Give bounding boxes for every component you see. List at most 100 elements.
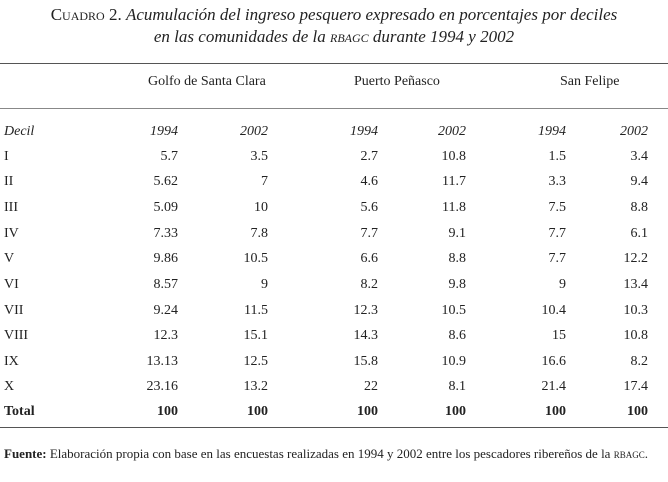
table-row: VIII 12.3 15.1 14.3 8.6 15 10.8 bbox=[0, 328, 668, 348]
cell-value: 8.2 bbox=[360, 277, 379, 292]
cell-value: 6.6 bbox=[360, 251, 379, 266]
decil-label: IV bbox=[4, 226, 19, 241]
cell-value: 12.5 bbox=[243, 354, 269, 369]
total-value: 100 bbox=[157, 404, 178, 419]
cell-value: 8.57 bbox=[153, 277, 179, 292]
cell-value: 10.4 bbox=[541, 303, 567, 318]
cell-value: 8.8 bbox=[448, 251, 467, 266]
table-row: IX 13.13 12.5 15.8 10.9 16.6 8.2 bbox=[0, 354, 668, 374]
cell-value: 5.7 bbox=[160, 149, 179, 164]
cell-value: 4.6 bbox=[360, 174, 379, 189]
table-row: VII 9.24 11.5 12.3 10.5 10.4 10.3 bbox=[0, 303, 668, 323]
table-row: I 5.7 3.5 2.7 10.8 1.5 3.4 bbox=[0, 149, 668, 169]
cell-value: 9.4 bbox=[630, 174, 649, 189]
cell-value: 15.1 bbox=[243, 328, 269, 343]
cell-value: 12.2 bbox=[623, 251, 649, 266]
cell-value: 10 bbox=[254, 200, 268, 215]
cell-value: 9.24 bbox=[153, 303, 179, 318]
cell-value: 8.6 bbox=[448, 328, 467, 343]
decil-label: VII bbox=[4, 303, 24, 318]
cell-value: 10.5 bbox=[243, 251, 269, 266]
decil-label: V bbox=[4, 251, 15, 266]
cell-value: 10.8 bbox=[623, 328, 649, 343]
cell-value: 7.33 bbox=[153, 226, 179, 241]
cell-value: 9 bbox=[261, 277, 268, 292]
cell-value: 10.3 bbox=[623, 303, 649, 318]
source-abbreviation: rbagc bbox=[613, 446, 645, 461]
cell-value: 12.3 bbox=[153, 328, 179, 343]
cell-value: 21.4 bbox=[541, 379, 567, 394]
bottom-rule bbox=[0, 427, 668, 428]
cell-value: 3.5 bbox=[250, 149, 269, 164]
cell-value: 16.6 bbox=[541, 354, 567, 369]
cell-value: 3.4 bbox=[630, 149, 649, 164]
cell-value: 5.09 bbox=[153, 200, 179, 215]
cell-value: 7.8 bbox=[250, 226, 269, 241]
cell-value: 11.8 bbox=[442, 200, 466, 215]
cell-value: 9 bbox=[559, 277, 566, 292]
cell-value: 7.7 bbox=[360, 226, 379, 241]
year-header: 2002 bbox=[438, 124, 466, 139]
source-note: Fuente: Elaboración propia con base en l… bbox=[4, 445, 664, 463]
cell-value: 23.16 bbox=[146, 379, 179, 394]
source-text: Elaboración propia con base en las encue… bbox=[49, 446, 611, 461]
cell-value: 9.1 bbox=[448, 226, 467, 241]
cell-value: 22 bbox=[364, 379, 378, 394]
year-header: 2002 bbox=[620, 124, 648, 139]
title-abbreviation: rbagc bbox=[330, 27, 369, 46]
decil-label: VI bbox=[4, 277, 19, 292]
year-header: 1994 bbox=[538, 124, 566, 139]
cell-value: 14.3 bbox=[353, 328, 379, 343]
group-puerto-penasco: Puerto Peñasco bbox=[354, 74, 440, 89]
cell-value: 6.1 bbox=[630, 226, 649, 241]
year-header-row: Decil 1994 2002 1994 2002 1994 2002 bbox=[0, 124, 668, 144]
cell-value: 7 bbox=[261, 174, 268, 189]
decil-label: I bbox=[4, 149, 9, 164]
title-line-2-end: durante 1994 y 2002 bbox=[372, 27, 515, 46]
cell-value: 1.5 bbox=[548, 149, 567, 164]
group-header-rule bbox=[0, 108, 668, 109]
cell-value: 17.4 bbox=[623, 379, 649, 394]
cell-value: 11.7 bbox=[442, 174, 466, 189]
table-row: VI 8.57 9 8.2 9.8 9 13.4 bbox=[0, 277, 668, 297]
group-golfo-de-santa-clara: Golfo de Santa Clara bbox=[148, 74, 266, 89]
table-row: III 5.09 10 5.6 11.8 7.5 8.8 bbox=[0, 200, 668, 220]
decil-label: II bbox=[4, 174, 14, 189]
cell-value: 8.2 bbox=[630, 354, 649, 369]
total-value: 100 bbox=[247, 404, 268, 419]
table-row: IV 7.33 7.8 7.7 9.1 7.7 6.1 bbox=[0, 226, 668, 246]
cell-value: 15 bbox=[552, 328, 566, 343]
cell-value: 10.5 bbox=[441, 303, 467, 318]
cell-value: 13.13 bbox=[146, 354, 179, 369]
cell-value: 2.7 bbox=[360, 149, 379, 164]
cell-value: 7.5 bbox=[548, 200, 567, 215]
title-label: Cuadro 2. bbox=[50, 5, 122, 24]
source-label: Fuente: bbox=[4, 446, 47, 461]
decil-label: X bbox=[4, 379, 15, 394]
decil-label: IX bbox=[4, 354, 19, 369]
cell-value: 7.7 bbox=[548, 251, 567, 266]
table-row: II 5.62 7 4.6 11.7 3.3 9.4 bbox=[0, 174, 668, 194]
total-row: Total 100 100 100 100 100 100 bbox=[0, 404, 668, 424]
total-label: Total bbox=[4, 404, 35, 419]
cell-value: 9.86 bbox=[153, 251, 179, 266]
table-title: Cuadro 2. Acumulación del ingreso pesque… bbox=[0, 4, 668, 48]
decil-header: Decil bbox=[4, 124, 35, 139]
decil-label: VIII bbox=[4, 328, 29, 343]
cell-value: 5.62 bbox=[153, 174, 179, 189]
cell-value: 13.2 bbox=[243, 379, 269, 394]
title-line-2-start: en las comunidades de la bbox=[153, 27, 326, 46]
cell-value: 10.8 bbox=[441, 149, 467, 164]
year-header: 1994 bbox=[350, 124, 378, 139]
top-rule bbox=[0, 63, 668, 64]
total-value: 100 bbox=[627, 404, 648, 419]
table-row: V 9.86 10.5 6.6 8.8 7.7 12.2 bbox=[0, 251, 668, 271]
total-value: 100 bbox=[357, 404, 378, 419]
year-header: 2002 bbox=[240, 124, 268, 139]
group-san-felipe: San Felipe bbox=[560, 74, 620, 89]
year-header: 1994 bbox=[150, 124, 178, 139]
table-row: X 23.16 13.2 22 8.1 21.4 17.4 bbox=[0, 379, 668, 399]
cell-value: 5.6 bbox=[360, 200, 379, 215]
cell-value: 13.4 bbox=[623, 277, 649, 292]
